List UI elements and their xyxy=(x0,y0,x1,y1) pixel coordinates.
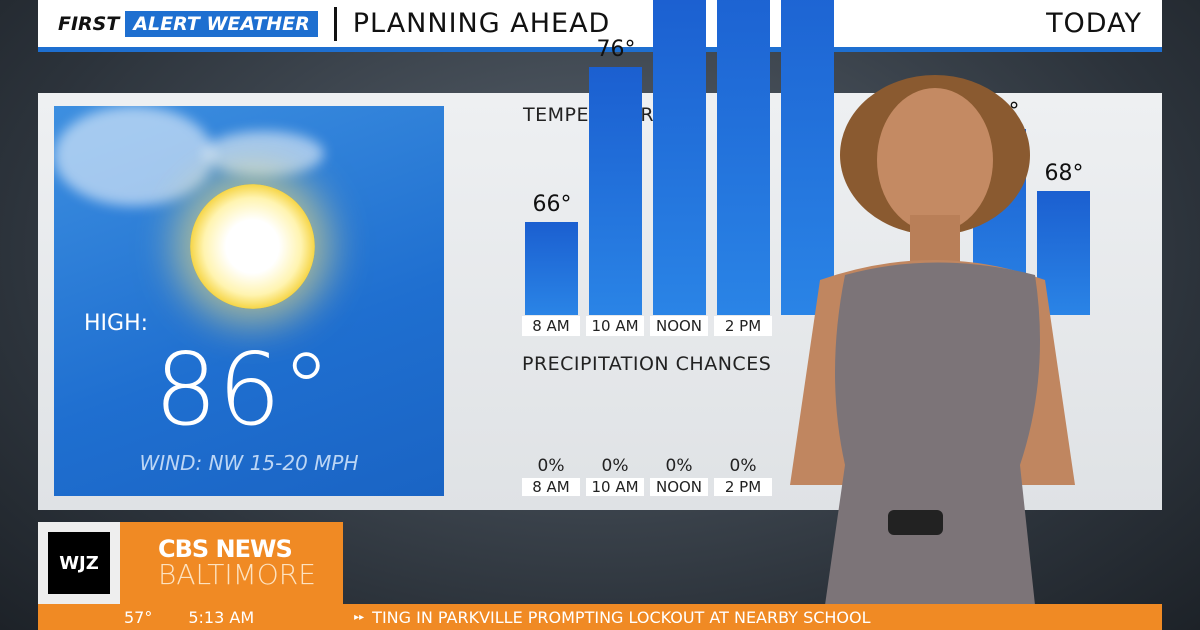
header-bar: FIRST ALERT WEATHER PLANNING AHEAD TODAY xyxy=(38,0,1162,52)
time-label: NOON xyxy=(650,316,708,336)
precip-value: 0% xyxy=(537,456,565,476)
city-name: BALTIMORE xyxy=(158,558,316,591)
temp-value: 68° xyxy=(1044,161,1084,186)
temp-bar xyxy=(589,67,642,315)
network-name: CBS NEWS xyxy=(158,535,293,563)
brand-alert-weather: ALERT WEATHER xyxy=(125,10,318,37)
sunny-icon xyxy=(190,184,315,309)
divider xyxy=(333,6,337,41)
ticker-time: 5:13 AM xyxy=(188,607,255,627)
time-label: 2 PM xyxy=(714,316,772,336)
news-ticker: 57° 5:13 AM ▸▸ TING IN PARKVILLE PROMPTI… xyxy=(38,604,1162,630)
period-label: TODAY xyxy=(1046,8,1142,39)
precip-value: 0% xyxy=(601,456,629,476)
high-card: HIGH: 86° WIND: NW 15-20 MPH xyxy=(54,106,444,496)
ticker-temp: 57° xyxy=(124,607,153,627)
temp-bar xyxy=(653,0,706,315)
brand-first: FIRST xyxy=(58,12,120,35)
ticker-headline: TING IN PARKVILLE PROMPTING LOCKOUT AT N… xyxy=(372,607,871,627)
page-title: PLANNING AHEAD xyxy=(352,8,611,39)
wjz-logo: WJZ xyxy=(48,532,110,594)
temp-bar xyxy=(525,222,578,315)
time-label: 10 AM xyxy=(586,316,644,336)
temp-bar xyxy=(781,0,834,315)
time-label: 8 AM xyxy=(522,316,580,336)
high-label: HIGH: xyxy=(84,311,149,336)
presenter xyxy=(790,75,1075,605)
precip-title: PRECIPITATION CHANCES xyxy=(522,353,772,375)
precip-value: 0% xyxy=(665,456,693,476)
ticker-arrow-icon: ▸▸ xyxy=(354,611,365,623)
temp-bar xyxy=(717,0,770,315)
cloud-icon xyxy=(204,131,324,176)
cloud-icon xyxy=(54,106,214,206)
temp-value: 76° xyxy=(596,37,636,62)
temp-value: 66° xyxy=(532,192,572,217)
precip-value: 0% xyxy=(729,456,757,476)
precip-time: 8 AM xyxy=(522,478,580,496)
high-value: 86° xyxy=(154,331,332,448)
precip-time: NOON xyxy=(650,478,708,496)
precip-time: 2 PM xyxy=(714,478,772,496)
wind-text: WIND: NW 15-20 MPH xyxy=(139,451,359,475)
precip-time: 10 AM xyxy=(586,478,644,496)
station-logo: WJZ CBS NEWS BALTIMORE xyxy=(38,522,343,604)
